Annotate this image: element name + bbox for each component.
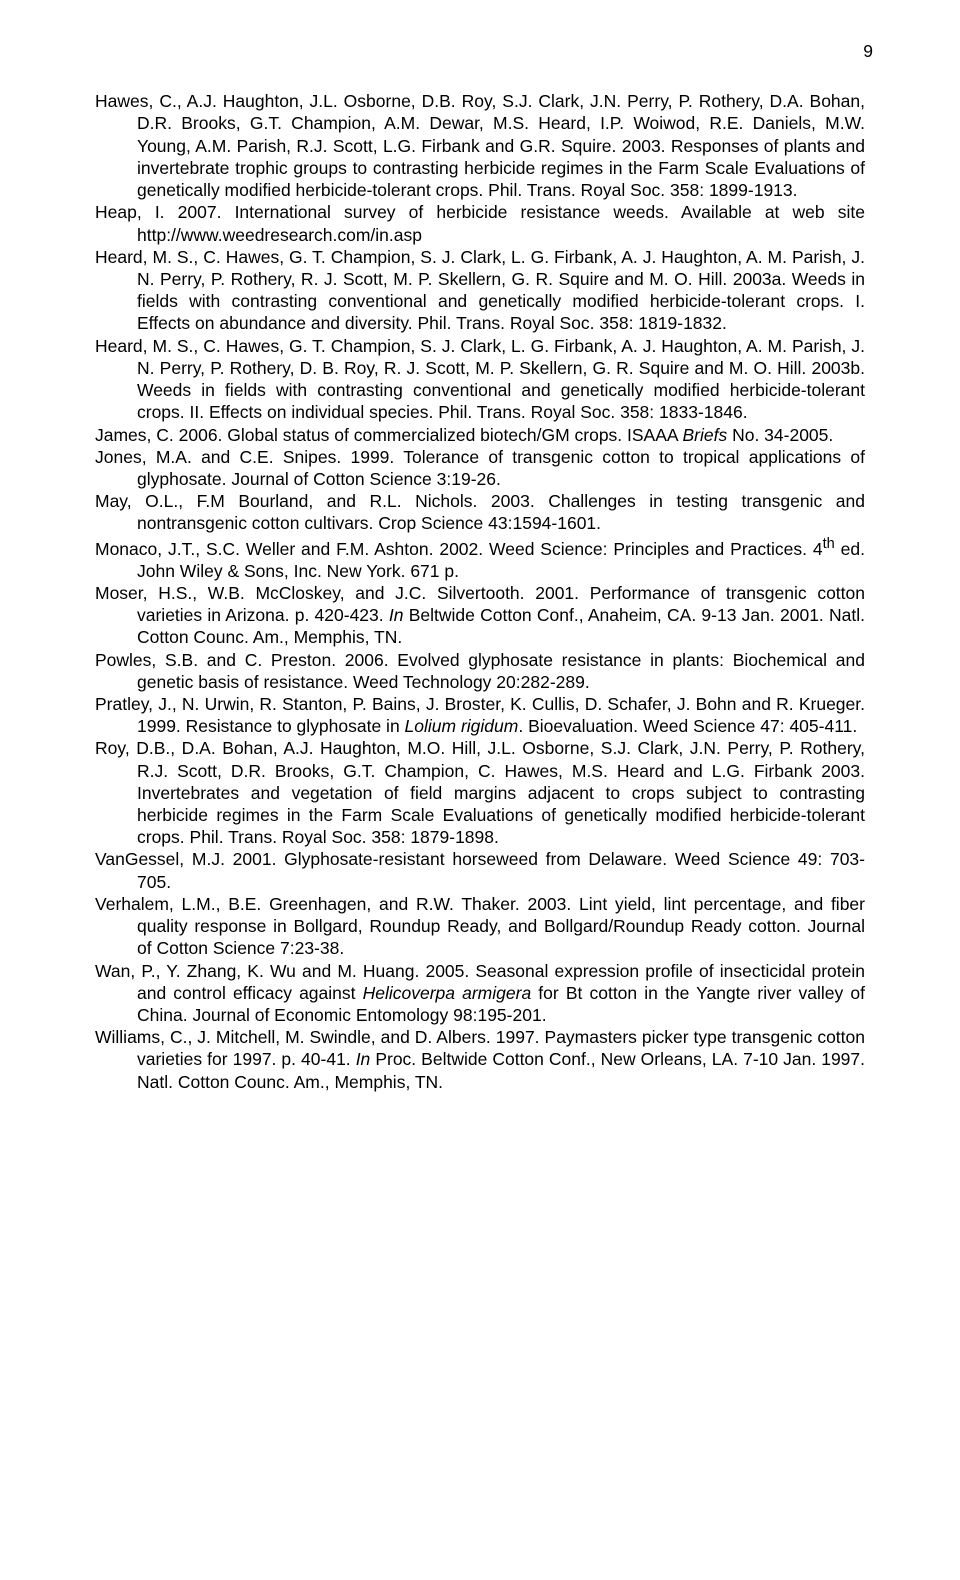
reference-entry: Heard, M. S., C. Hawes, G. T. Champion, … (95, 246, 865, 335)
reference-entry: Pratley, J., N. Urwin, R. Stanton, P. Ba… (95, 693, 865, 737)
reference-entry: Monaco, J.T., S.C. Weller and F.M. Ashto… (95, 535, 865, 582)
reference-entry: Moser, H.S., W.B. McCloskey, and J.C. Si… (95, 582, 865, 649)
reference-entry: Verhalem, L.M., B.E. Greenhagen, and R.W… (95, 893, 865, 960)
reference-entry: Roy, D.B., D.A. Bohan, A.J. Haughton, M.… (95, 737, 865, 848)
document-page: 9 Hawes, C., A.J. Haughton, J.L. Osborne… (0, 0, 960, 1143)
reference-entry: Heard, M. S., C. Hawes, G. T. Champion, … (95, 335, 865, 424)
reference-entry: Heap, I. 2007. International survey of h… (95, 201, 865, 245)
reference-entry: Powles, S.B. and C. Preston. 2006. Evolv… (95, 649, 865, 693)
reference-entry: VanGessel, M.J. 2001. Glyphosate-resista… (95, 848, 865, 892)
reference-entry: Williams, C., J. Mitchell, M. Swindle, a… (95, 1026, 865, 1093)
reference-entry: Wan, P., Y. Zhang, K. Wu and M. Huang. 2… (95, 960, 865, 1027)
reference-entry: Jones, M.A. and C.E. Snipes. 1999. Toler… (95, 446, 865, 490)
reference-entry: May, O.L., F.M Bourland, and R.L. Nichol… (95, 490, 865, 534)
references-list: Hawes, C., A.J. Haughton, J.L. Osborne, … (95, 90, 865, 1093)
reference-entry: James, C. 2006. Global status of commerc… (95, 424, 865, 446)
page-number: 9 (95, 40, 873, 62)
reference-entry: Hawes, C., A.J. Haughton, J.L. Osborne, … (95, 90, 865, 201)
